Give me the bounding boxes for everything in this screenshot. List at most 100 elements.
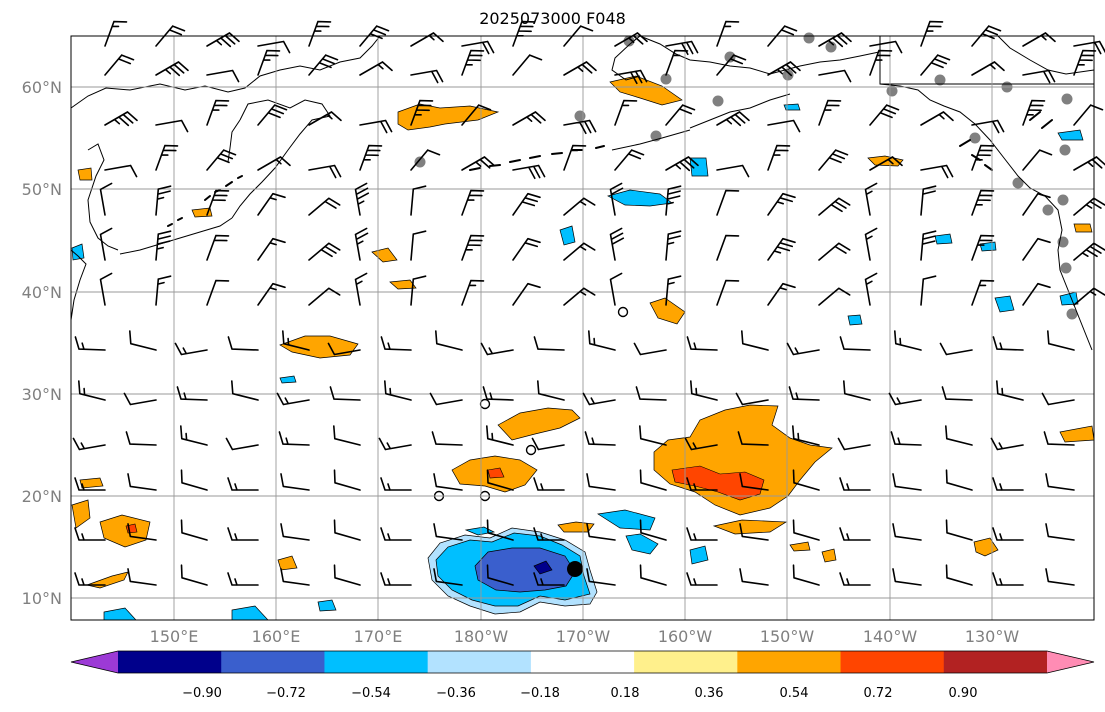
wind-barb [716,279,740,306]
wind-barb [864,227,878,261]
wind-barb [767,61,801,77]
wind-barb [104,111,138,127]
wind-barb [127,473,157,491]
wind-barb [586,523,616,541]
wind-barb [308,111,342,126]
wind-barb [1022,69,1056,84]
wind-barb [1073,287,1105,306]
wind-barb [716,234,740,261]
wind-barb [410,230,427,261]
wind-barb [461,104,492,126]
wind-barb [155,185,172,216]
wind-barb [512,54,543,76]
wind-barb [786,342,820,356]
wind-barb [563,61,597,76]
wind-barb [1022,237,1051,261]
wind-barb [280,523,310,541]
wind-barb [1073,156,1105,171]
wind-barb [920,275,937,306]
wind-barb [1043,431,1075,446]
wind-barb [333,564,361,586]
wind-barb [739,568,769,586]
wind-barb [665,275,682,306]
colorbar [70,650,1095,674]
wind-barb [945,564,973,586]
map-frame [70,35,1095,621]
colorbar-segment [530,651,635,673]
wind-barb [992,477,1024,491]
wind-barb [767,144,791,171]
wind-barb [480,342,514,356]
wind-barb [716,20,740,47]
wind-barb [992,336,1024,351]
wind-barb [99,182,113,216]
wind-barb [792,425,820,446]
longitude-labels: 150°E 160°E 170°E 180°W 170°W 160°W 150°… [150,627,1020,646]
wind-barb [354,227,369,261]
wind-barb [767,192,796,216]
wind-barb [665,230,682,261]
wind-barb [888,392,922,406]
wind-barb [639,425,667,446]
wind-barb [665,156,699,172]
wind-barb [563,287,596,306]
wind-barb [206,234,230,261]
colorbar-tick-label: −0.36 [436,686,476,701]
wind-barb [227,572,259,586]
wind-barb [892,473,922,491]
wind-barb [839,336,871,351]
wind-barb [1022,149,1053,171]
wind-barb [104,164,138,178]
wind-barb [359,119,393,134]
positive-anomaly-shading [71,75,1095,589]
wind-barb [512,20,536,47]
wind-barb [410,99,434,126]
wind-barb [892,523,922,541]
colorbar-segment [943,651,1048,673]
wind-barb [971,61,1005,76]
wind-barb [533,527,565,541]
wind-barb [99,272,113,306]
wind-barb [582,392,616,406]
wind-barb [225,437,259,451]
wind-barb [431,431,463,446]
wind-barb [563,119,597,135]
wind-barb [1041,392,1075,406]
wind-barb [735,392,769,406]
wind-barb [1022,282,1051,306]
wind-barb [635,386,667,401]
colorbar-tick-label: −0.90 [182,686,222,701]
wind-barb [461,234,485,261]
wind-barb [359,144,383,171]
wind-barb [890,431,922,446]
colorbar-tick-labels: −0.90 −0.72 −0.54 −0.36 −0.18 0.18 0.36 … [182,686,977,701]
wind-barb [180,425,208,446]
colorbar-tick-label: 0.54 [780,686,809,701]
wind-barb [74,527,106,541]
wind-barb [180,469,208,491]
wind-barb [792,564,820,586]
colorbar-tick-label: 0.90 [949,686,978,701]
latitude-labels: 60°N 50°N 40°N 30°N 20°N 10°N [22,78,62,608]
marker-dot [567,561,583,577]
wind-barb [609,182,624,216]
wind-barb [257,237,286,261]
wind-barb [818,197,851,216]
wind-barb [614,99,638,126]
wind-barb [257,104,288,126]
wind-barb [939,342,973,356]
wind-barb [990,437,1024,451]
wind-barb [155,61,189,77]
wind-barb [1073,49,1097,76]
wind-barb [410,185,427,216]
wind-barb [864,182,878,216]
wind-barb [686,336,718,351]
lat-label: 50°N [22,180,62,199]
lon-label: 150°W [760,627,815,646]
wind-barb [971,234,995,261]
wind-barb [767,282,796,306]
wind-barb [945,425,973,446]
wind-barb [206,279,230,306]
wind-barb [257,49,281,76]
wind-barb [586,568,616,586]
